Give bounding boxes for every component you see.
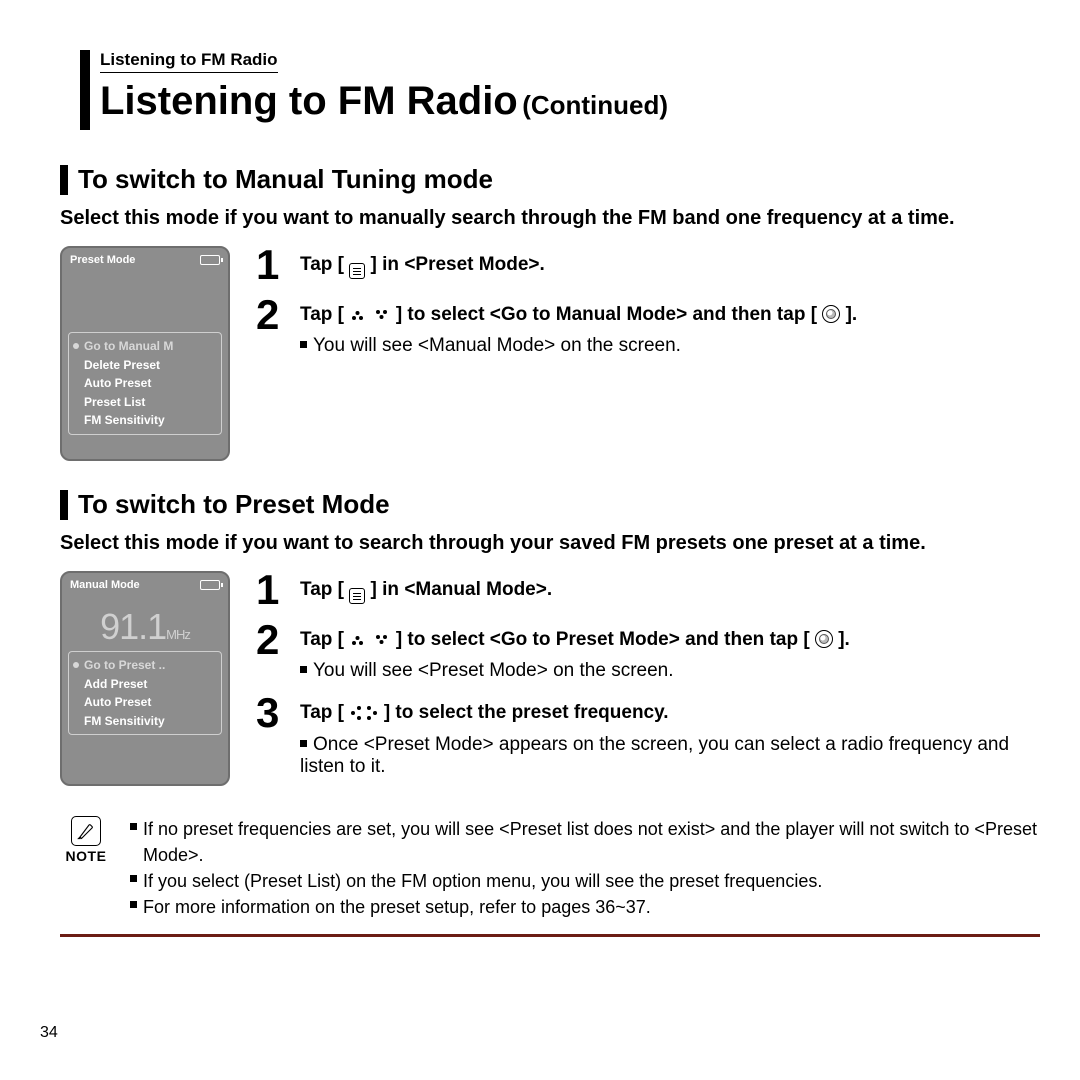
page-number: 34	[40, 1024, 58, 1042]
nav-right-icon	[367, 706, 379, 720]
menu-item-selected: Go to Preset ..	[73, 656, 217, 675]
section-preset-mode: To switch to Preset Mode Select this mod…	[60, 489, 1040, 790]
device-mode-label: Preset Mode	[70, 254, 135, 266]
bullet-icon	[130, 875, 137, 882]
nav-down-icon	[373, 635, 391, 645]
note-line: If no preset frequencies are set, you wi…	[143, 816, 1040, 868]
page-title-suffix: (Continued)	[522, 90, 668, 120]
bullet-icon	[300, 740, 307, 747]
device-context-menu: Go to Manual M Delete Preset Auto Preset…	[68, 332, 222, 435]
section-bar	[60, 165, 68, 195]
step-2: 2 Tap [ ] to select <Go to Manual Mode> …	[256, 296, 1040, 358]
step-number: 1	[256, 571, 290, 609]
menu-item: FM Sensitivity	[73, 411, 217, 430]
menu-item: Preset List	[73, 393, 217, 412]
step-text: Tap [ ] to select <Go to Preset Mode> an…	[300, 627, 1040, 653]
menu-item-selected: Go to Manual M	[73, 337, 217, 356]
device-mock-manual: Manual Mode 91.1MHz Go to Preset .. Add …	[60, 571, 230, 786]
bullet-icon	[300, 666, 307, 673]
breadcrumb: Listening to FM Radio	[100, 50, 278, 73]
note-line: If you select (Preset List) on the FM op…	[143, 868, 822, 894]
steps-list: 1 Tap [ ] in <Manual Mode>. 2 Tap [	[256, 571, 1040, 790]
bullet-icon	[130, 901, 137, 908]
nav-left-icon	[349, 706, 361, 720]
menu-item: FM Sensitivity	[73, 712, 217, 731]
device-mock-preset: Preset Mode Go to Manual M Delete Preset…	[60, 246, 230, 461]
menu-item: Auto Preset	[73, 374, 217, 393]
section-title: To switch to Manual Tuning mode	[78, 164, 493, 195]
note-line: For more information on the preset setup…	[143, 894, 651, 920]
menu-icon	[349, 588, 365, 604]
ok-icon	[815, 630, 833, 648]
section-lead: Select this mode if you want to manually…	[60, 205, 1040, 232]
section-lead: Select this mode if you want to search t…	[60, 530, 1040, 557]
note-label-block: NOTE	[60, 816, 112, 920]
step-3: 3 Tap [ ] to select the preset frequency…	[256, 694, 1040, 778]
step-2: 2 Tap [ ] to select <Go to Preset Mode> …	[256, 621, 1040, 683]
menu-icon	[349, 263, 365, 279]
ok-icon	[822, 305, 840, 323]
step-1: 1 Tap [ ] in <Manual Mode>.	[256, 571, 1040, 609]
menu-item: Delete Preset	[73, 356, 217, 375]
device-mode-label: Manual Mode	[70, 579, 140, 591]
device-frequency: 91.1MHz	[68, 609, 222, 645]
note-block: NOTE If no preset frequencies are set, y…	[60, 816, 1040, 937]
title-side-rule	[80, 50, 90, 130]
battery-icon	[200, 255, 220, 265]
step-number: 2	[256, 621, 290, 683]
note-icon	[71, 816, 101, 846]
menu-item: Add Preset	[73, 675, 217, 694]
steps-list: 1 Tap [ ] in <Preset Mode>. 2 Tap [	[256, 246, 1040, 461]
step-subtext: You will see <Manual Mode> on the screen…	[300, 335, 1040, 357]
step-number: 3	[256, 694, 290, 778]
step-text: Tap [ ] in <Manual Mode>.	[300, 577, 1040, 604]
device-frequency-hidden	[68, 286, 222, 326]
step-number: 1	[256, 246, 290, 284]
note-body: If no preset frequencies are set, you wi…	[130, 816, 1040, 920]
bullet-icon	[130, 823, 137, 830]
step-subtext: You will see <Preset Mode> on the screen…	[300, 660, 1040, 682]
bullet-icon	[300, 341, 307, 348]
step-text: Tap [ ] to select the preset frequency.	[300, 700, 1040, 726]
nav-down-icon	[373, 310, 391, 320]
section-bar	[60, 490, 68, 520]
step-text: Tap [ ] to select <Go to Manual Mode> an…	[300, 302, 1040, 328]
nav-up-icon	[349, 635, 367, 645]
battery-icon	[200, 580, 220, 590]
section-manual-tuning: To switch to Manual Tuning mode Select t…	[60, 164, 1040, 461]
step-subtext: Once <Preset Mode> appears on the screen…	[300, 734, 1040, 778]
page-title: Listening to FM Radio	[100, 79, 518, 123]
nav-up-icon	[349, 310, 367, 320]
step-text: Tap [ ] in <Preset Mode>.	[300, 252, 1040, 279]
step-1: 1 Tap [ ] in <Preset Mode>.	[256, 246, 1040, 284]
page-header: Listening to FM Radio Listening to FM Ra…	[100, 50, 1040, 124]
device-context-menu: Go to Preset .. Add Preset Auto Preset F…	[68, 651, 222, 735]
step-number: 2	[256, 296, 290, 358]
note-label-text: NOTE	[60, 848, 112, 864]
menu-item: Auto Preset	[73, 693, 217, 712]
section-title: To switch to Preset Mode	[78, 489, 390, 520]
